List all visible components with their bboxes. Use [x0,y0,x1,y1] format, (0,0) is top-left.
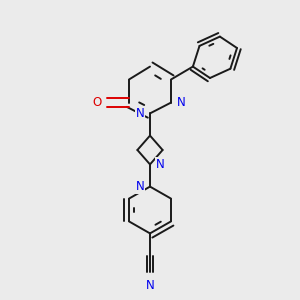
Text: N: N [146,279,154,292]
Text: N: N [136,180,145,193]
Text: N: N [155,158,164,171]
Text: N: N [136,107,145,120]
Text: N: N [176,96,185,109]
Text: O: O [93,96,102,109]
